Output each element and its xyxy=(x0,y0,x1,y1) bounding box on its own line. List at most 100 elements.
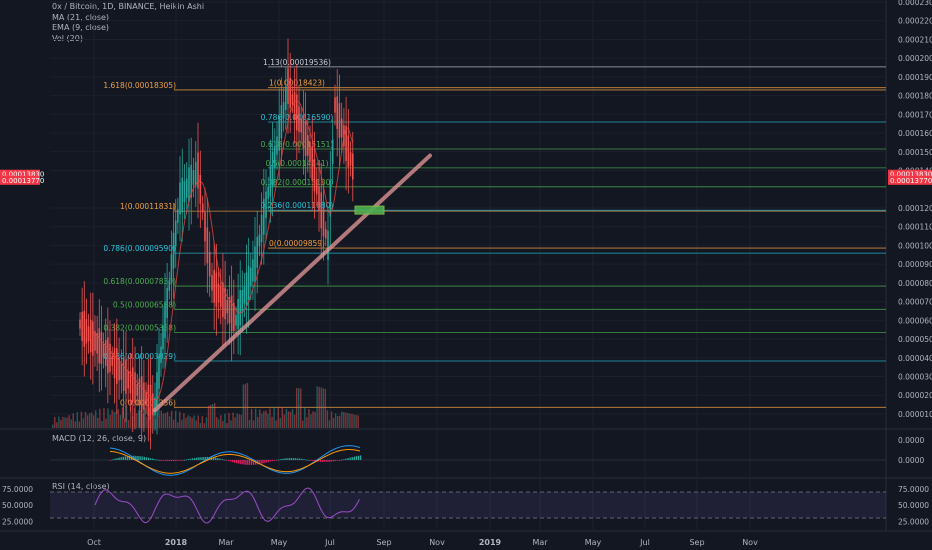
macd-histogram-bar xyxy=(139,456,141,460)
ma-line xyxy=(92,100,354,401)
candle-body xyxy=(247,265,250,300)
volume-bar xyxy=(123,418,126,428)
macd-histogram-bar xyxy=(265,460,267,463)
volume-bar xyxy=(203,423,206,428)
macd-histogram-bar xyxy=(156,459,158,461)
x-tick-label: Mar xyxy=(218,538,234,547)
candle-body xyxy=(89,319,92,353)
macd-histogram-bar xyxy=(196,457,198,460)
macd-histogram-bar xyxy=(149,458,152,460)
y-tick-label: 0.00004000 xyxy=(898,354,932,363)
volume-bar xyxy=(261,413,263,428)
candle-body xyxy=(287,68,289,105)
volume-bar xyxy=(93,415,95,428)
volume-bar xyxy=(117,409,119,428)
volume-bar xyxy=(113,411,115,428)
volume-bar xyxy=(64,417,66,428)
candle-body xyxy=(252,259,254,282)
y-tick-label: 0.00010000 xyxy=(898,241,932,250)
volume-bar xyxy=(316,386,318,428)
candle-body xyxy=(300,118,302,133)
volume-bar xyxy=(127,420,130,428)
volume-bar xyxy=(240,414,242,428)
volume-bar xyxy=(275,420,277,428)
macd-histogram-bar xyxy=(334,460,337,462)
volume-bar xyxy=(291,409,294,428)
rsi-left-tick-label: 75.0000 xyxy=(2,485,33,494)
macd-histogram-bar xyxy=(284,458,286,460)
macd-histogram-bar xyxy=(280,459,282,460)
macd-histogram-bar xyxy=(185,459,187,461)
candle-body xyxy=(172,232,175,269)
candle-body xyxy=(134,372,136,404)
volume-bar xyxy=(257,416,259,428)
macd-histogram-bar xyxy=(187,459,190,460)
candle-body xyxy=(160,346,162,363)
volume-bar xyxy=(74,421,76,428)
candle-body xyxy=(145,392,147,405)
candle-body xyxy=(131,367,134,403)
volume-bar xyxy=(170,410,173,428)
macd-histogram-bar xyxy=(212,457,215,460)
macd-histogram-bar xyxy=(273,460,276,461)
macd-histogram-bar xyxy=(198,457,200,460)
candle-body xyxy=(302,116,305,149)
volume-bar xyxy=(136,413,138,428)
macd-histogram-bar xyxy=(141,456,143,460)
y-tick-label: 0.00023000 xyxy=(898,0,932,7)
candle-body xyxy=(296,94,298,131)
candle-body xyxy=(129,371,132,394)
macd-histogram-bar xyxy=(236,460,238,464)
macd-histogram-bar xyxy=(343,459,345,461)
macd-histogram-bar xyxy=(120,457,122,460)
candle-body xyxy=(304,121,307,157)
volume-bar xyxy=(148,407,150,428)
fib-level-label: 1.618(0.00018305) xyxy=(103,81,176,90)
volume-bar xyxy=(209,404,212,428)
macd-histogram-bar xyxy=(179,460,181,461)
volume-bar xyxy=(199,422,201,428)
candle-body xyxy=(87,326,90,342)
volume-bar xyxy=(269,408,271,428)
candle-body xyxy=(265,191,267,219)
candle-body xyxy=(113,348,116,379)
volume-bar xyxy=(144,408,146,428)
candle-body xyxy=(351,153,354,180)
volume-bar xyxy=(347,413,349,428)
volume-bar xyxy=(218,419,220,428)
candle-body xyxy=(85,319,88,344)
candle-body xyxy=(156,372,158,407)
volume-bar xyxy=(234,417,236,428)
volume-bar xyxy=(58,416,60,428)
chart-legend: 0x / Bitcoin, 1D, BINANCE, Heikin Ashi M… xyxy=(52,2,204,44)
candle-body xyxy=(331,139,334,164)
volume-bar xyxy=(168,416,171,428)
x-tick-label: Nov xyxy=(429,538,445,547)
macd-histogram-bar xyxy=(341,459,343,461)
candle-body xyxy=(285,86,287,110)
volume-bar xyxy=(52,424,54,428)
volume-bar xyxy=(207,405,210,428)
candle-body xyxy=(213,269,215,303)
candle-body xyxy=(267,186,269,200)
rsi-tick-label: 25.0000 xyxy=(898,517,929,526)
macd-histogram-bar xyxy=(324,460,326,462)
macd-histogram-bar xyxy=(202,456,204,460)
candle-body xyxy=(181,177,184,213)
volume-bar xyxy=(322,388,324,428)
volume-bar xyxy=(312,411,314,428)
candle-body xyxy=(183,181,186,202)
volume-bar xyxy=(265,410,267,428)
candle-body xyxy=(291,94,294,105)
candle-body xyxy=(318,186,320,212)
candle-body xyxy=(324,229,327,239)
volume-bar xyxy=(224,413,226,428)
candle-body xyxy=(79,319,81,329)
volume-bar xyxy=(146,416,148,428)
volume-bar xyxy=(150,420,152,428)
volume-bar xyxy=(357,415,359,428)
candle-body xyxy=(206,227,209,264)
candle-body xyxy=(245,272,248,306)
volume-bar xyxy=(283,414,286,428)
